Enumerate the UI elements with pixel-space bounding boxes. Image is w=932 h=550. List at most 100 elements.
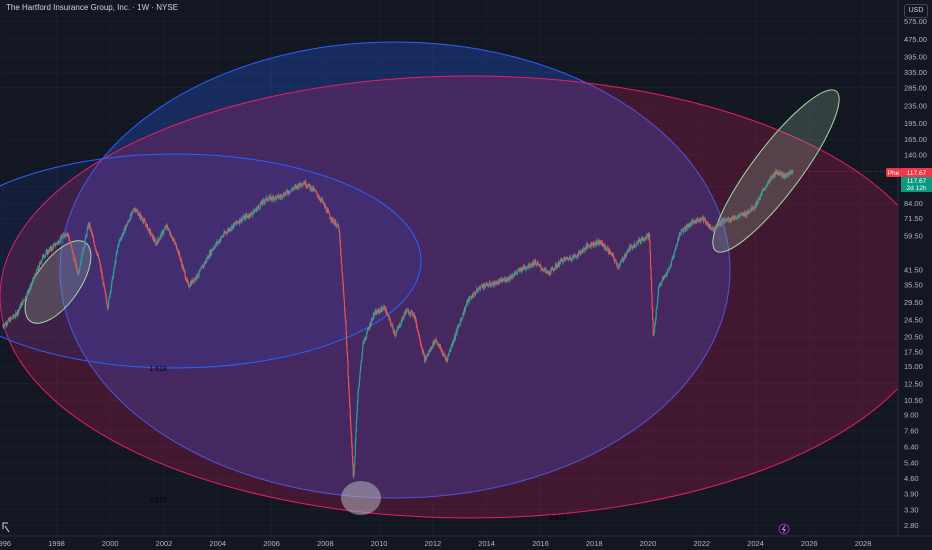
y-tick-label: 71.50 bbox=[904, 214, 923, 223]
candle-body bbox=[706, 221, 708, 225]
candle-body bbox=[297, 184, 299, 188]
candle-body bbox=[343, 292, 345, 300]
candle-body bbox=[668, 270, 670, 271]
candle-body bbox=[545, 268, 547, 272]
candle-body bbox=[389, 317, 391, 320]
candle-body bbox=[473, 292, 475, 297]
candle-body bbox=[22, 300, 24, 305]
candle-body bbox=[723, 218, 726, 223]
candle-body bbox=[349, 396, 351, 406]
candle-body bbox=[614, 260, 616, 261]
candle-body bbox=[372, 318, 374, 321]
candle-body bbox=[522, 266, 524, 269]
candle-body bbox=[420, 344, 422, 346]
candle-body bbox=[338, 229, 340, 233]
candle-body bbox=[268, 198, 270, 200]
candle-body bbox=[197, 273, 199, 277]
candle-body bbox=[631, 245, 633, 249]
candle-body bbox=[549, 271, 551, 274]
candle-body bbox=[454, 335, 456, 340]
y-tick-label: 20.50 bbox=[904, 332, 923, 341]
candle-body bbox=[761, 190, 763, 193]
candle-body bbox=[138, 215, 140, 216]
price-tags: Phe 117.67 117.67 2d 12h bbox=[886, 168, 932, 192]
candle-body bbox=[226, 231, 228, 233]
candle-body bbox=[759, 197, 761, 200]
candle-body bbox=[749, 210, 751, 211]
candle-body bbox=[738, 214, 740, 216]
currency-button[interactable]: USD bbox=[904, 4, 928, 18]
candle-body bbox=[446, 359, 448, 361]
candle-body bbox=[662, 276, 665, 280]
candle-body bbox=[193, 278, 196, 282]
candle-body bbox=[109, 291, 111, 297]
candle-body bbox=[423, 351, 425, 354]
candle-body bbox=[503, 279, 505, 281]
candle-body bbox=[200, 267, 202, 270]
candle-body bbox=[660, 283, 662, 284]
candle-body bbox=[649, 241, 651, 254]
candle-body bbox=[588, 245, 590, 247]
candle-body bbox=[604, 244, 606, 247]
candle-body bbox=[366, 330, 368, 334]
candle-body bbox=[364, 339, 366, 340]
candle-body bbox=[590, 242, 592, 247]
candle-body bbox=[24, 299, 26, 301]
candle-body bbox=[258, 206, 260, 209]
candle-body bbox=[345, 322, 347, 332]
candle-body bbox=[148, 229, 151, 233]
candle-body bbox=[180, 259, 182, 261]
x-tick-label: 2010 bbox=[371, 539, 388, 548]
candle-body bbox=[293, 186, 295, 189]
candle-body bbox=[486, 283, 488, 286]
candle-body bbox=[143, 219, 145, 221]
candle-body bbox=[613, 256, 615, 259]
candle-body bbox=[171, 237, 173, 239]
candle-body bbox=[11, 317, 14, 319]
lightning-event-icon[interactable] bbox=[778, 523, 790, 535]
fib-circle-inner-blue[interactable] bbox=[0, 153, 422, 369]
candle-body bbox=[239, 221, 242, 223]
candle-body bbox=[447, 353, 449, 356]
candle-body bbox=[601, 241, 603, 243]
candle-body bbox=[277, 195, 279, 199]
candle-body bbox=[150, 234, 152, 236]
tradingview-logo-icon[interactable] bbox=[2, 522, 10, 533]
candle-body bbox=[125, 224, 127, 228]
candle-body bbox=[595, 241, 597, 245]
y-tick-label: 4.60 bbox=[904, 474, 919, 483]
candle-body bbox=[116, 250, 118, 254]
price-axis-panel[interactable] bbox=[898, 0, 932, 536]
candle-body bbox=[354, 456, 356, 466]
candle-body bbox=[41, 256, 44, 260]
phe-tag bbox=[886, 168, 901, 177]
green-price-label: 117.67 bbox=[907, 178, 927, 185]
candle-body bbox=[359, 371, 361, 379]
candle-body bbox=[15, 312, 17, 314]
fib-drawings[interactable] bbox=[0, 41, 932, 519]
candle-body bbox=[713, 228, 715, 231]
candle-body bbox=[352, 465, 354, 477]
candle-body bbox=[500, 279, 502, 280]
candle-body bbox=[678, 235, 680, 241]
candle-body bbox=[145, 224, 147, 227]
candle-body bbox=[107, 305, 109, 310]
candle-body bbox=[141, 217, 143, 219]
candle-body bbox=[431, 347, 433, 349]
candle-body bbox=[591, 242, 593, 244]
candle-body bbox=[379, 310, 381, 311]
x-tick-label: 2026 bbox=[801, 539, 818, 548]
candle-body bbox=[440, 349, 442, 351]
highlight-ellipse-2009-low[interactable] bbox=[341, 481, 381, 515]
candle-body bbox=[601, 242, 604, 246]
candle-body bbox=[252, 212, 254, 214]
candle-body bbox=[382, 308, 384, 310]
fib-circle-pink[interactable] bbox=[0, 75, 932, 519]
fib-label-inner: 1.618 bbox=[149, 366, 167, 373]
candle-body bbox=[179, 256, 181, 260]
candle-body bbox=[69, 242, 71, 245]
candle-body bbox=[703, 219, 705, 222]
candle-body bbox=[478, 288, 480, 290]
time-axis-panel[interactable] bbox=[0, 536, 932, 550]
